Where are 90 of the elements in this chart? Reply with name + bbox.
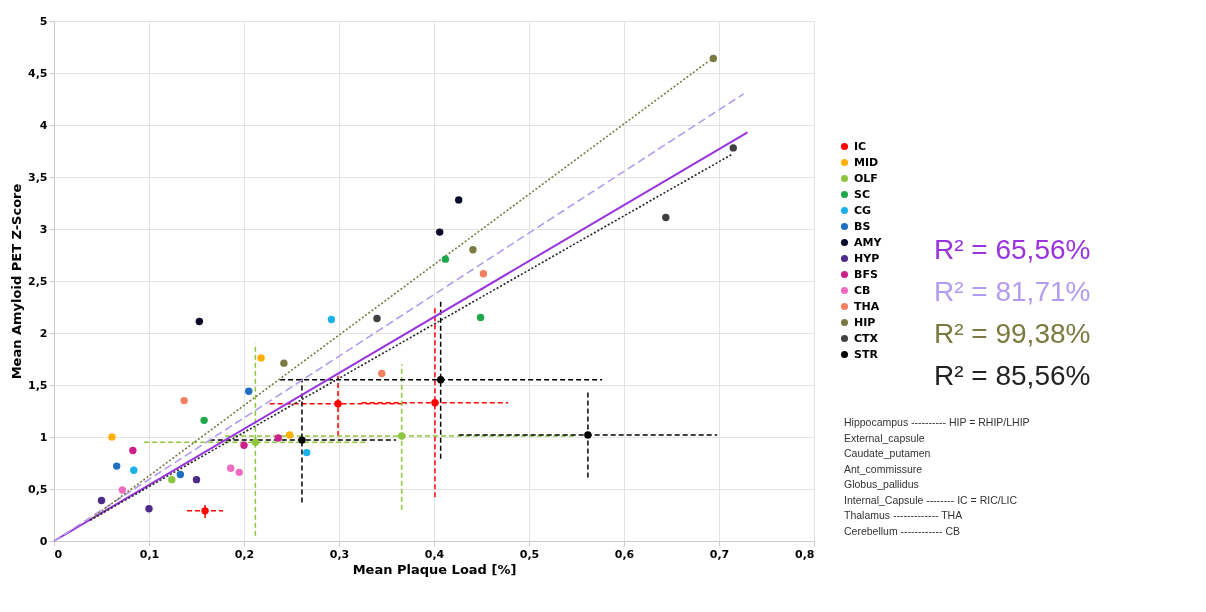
legend-label: MID bbox=[854, 155, 879, 169]
point bbox=[454, 196, 463, 204]
point bbox=[257, 354, 265, 362]
legend-label: STR bbox=[854, 347, 879, 361]
y-tick-label: 2,5 bbox=[28, 274, 48, 288]
y-tick-label: 0,5 bbox=[28, 482, 48, 496]
point bbox=[251, 438, 260, 446]
legend-label: CG bbox=[854, 203, 872, 217]
point bbox=[130, 466, 138, 474]
x-tick-label: 0,2 bbox=[234, 547, 255, 561]
x-tick-label: 0,7 bbox=[709, 547, 730, 561]
point bbox=[195, 317, 204, 326]
point bbox=[245, 387, 253, 395]
y-tick-label: 1,5 bbox=[28, 378, 48, 392]
legend-label: OLF bbox=[854, 171, 878, 185]
point bbox=[145, 505, 153, 513]
legend-label: HIP bbox=[854, 315, 876, 329]
point bbox=[334, 400, 342, 408]
text: Internal_Capsule -------- IC = RIC/LIC bbox=[844, 493, 1018, 506]
y-tick-label: 4 bbox=[39, 118, 48, 132]
point bbox=[431, 398, 439, 407]
text: R² = 85,56% bbox=[934, 360, 1091, 391]
point bbox=[378, 369, 386, 378]
x-tick-label: 0,8 bbox=[795, 547, 815, 561]
legend-label: SC bbox=[854, 187, 870, 201]
text: R² = 65,56% bbox=[934, 234, 1091, 265]
text: Cerebellum ------------ CB bbox=[844, 524, 961, 537]
point bbox=[479, 270, 488, 278]
x-tick-label: 0 bbox=[54, 547, 63, 561]
point bbox=[298, 436, 306, 444]
point bbox=[584, 431, 592, 439]
x-tick-label: 0,1 bbox=[139, 547, 160, 561]
point bbox=[373, 314, 381, 323]
point bbox=[176, 470, 185, 479]
point bbox=[729, 144, 737, 152]
y-tick-label: 3,5 bbox=[28, 170, 48, 184]
x-axis-title: Mean Plaque Load [%] bbox=[352, 561, 517, 577]
text: R² = 99,38% bbox=[934, 318, 1091, 349]
y-tick-label: 4,5 bbox=[28, 66, 48, 80]
point bbox=[168, 475, 176, 484]
legend-label: CTX bbox=[854, 331, 879, 345]
y-tick-label: 2 bbox=[39, 326, 48, 340]
point bbox=[285, 431, 294, 439]
x-tick-label: 0,3 bbox=[329, 547, 350, 561]
point bbox=[436, 376, 445, 384]
point bbox=[302, 448, 311, 457]
point bbox=[112, 462, 121, 470]
text: Thalamus ------------- THA bbox=[844, 509, 963, 521]
point bbox=[280, 359, 288, 367]
x-tick-label: 0,4 bbox=[424, 547, 445, 561]
legend-label: AMY bbox=[854, 235, 883, 249]
text: Ant_commissure bbox=[844, 462, 923, 475]
point bbox=[180, 396, 188, 405]
point bbox=[476, 313, 485, 322]
text: Caudate_putamen bbox=[844, 447, 931, 459]
text: Globus_pallidus bbox=[844, 478, 919, 490]
text: Hippocampus ---------- HIP = RHIP/LHIP bbox=[844, 416, 1030, 428]
legend-label: HYP bbox=[854, 251, 880, 265]
y-tick-label: 3 bbox=[39, 222, 48, 236]
y-tick-label: 5 bbox=[39, 14, 48, 28]
point bbox=[200, 416, 208, 425]
point bbox=[397, 432, 406, 440]
point bbox=[235, 468, 243, 477]
point bbox=[192, 475, 201, 484]
text: External_capsule bbox=[844, 431, 925, 444]
point bbox=[226, 464, 235, 472]
legend-label: CB bbox=[854, 283, 871, 297]
legend-label: THA bbox=[854, 299, 880, 313]
legend-label: IC bbox=[854, 139, 867, 153]
point bbox=[108, 433, 116, 441]
point bbox=[441, 255, 450, 263]
point bbox=[327, 315, 336, 324]
y-tick-label: 0 bbox=[39, 534, 48, 548]
y-tick-label: 1 bbox=[39, 430, 48, 444]
text: R² = 81,71% bbox=[934, 276, 1091, 307]
point bbox=[129, 446, 137, 455]
y-axis-title: Mean Amyloid PET Z-Score bbox=[9, 183, 25, 380]
point bbox=[435, 228, 444, 236]
x-tick-label: 0,5 bbox=[519, 547, 540, 561]
point bbox=[240, 441, 248, 450]
point bbox=[118, 486, 127, 494]
x-tick-label: 0,6 bbox=[614, 547, 635, 561]
point bbox=[662, 213, 670, 222]
point bbox=[97, 496, 106, 505]
point bbox=[201, 507, 209, 515]
point bbox=[274, 434, 282, 442]
point bbox=[709, 54, 718, 63]
legend-label: BFS bbox=[854, 267, 878, 281]
legend-label: BS bbox=[854, 219, 871, 233]
point bbox=[469, 246, 477, 254]
